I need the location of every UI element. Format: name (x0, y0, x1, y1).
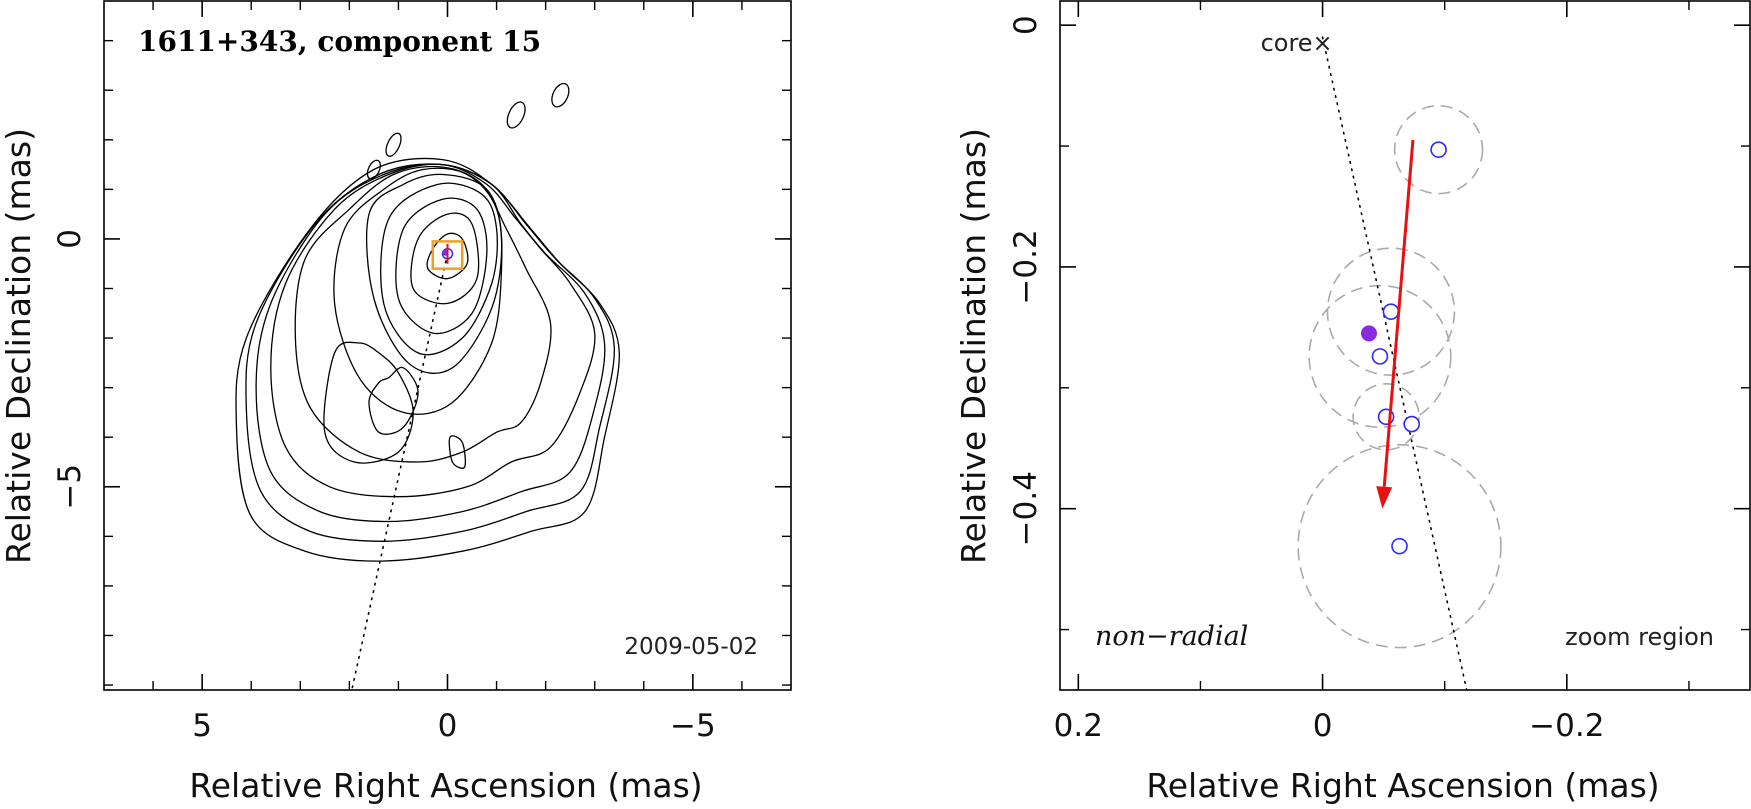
uncertainty-circle (1297, 443, 1502, 649)
zoom-panel: × core 0.2 0 −0.2 0 −0.2 −0.4 non−radial zoom… (954, 0, 1751, 805)
uncertainty-circle (1393, 104, 1484, 195)
x-tick-label: 0 (438, 708, 458, 744)
contour-island (366, 159, 381, 180)
contour-line (368, 366, 419, 435)
core-direction-line (1321, 36, 1468, 691)
velocity-arrow (1376, 139, 1415, 509)
current-epoch-point (1360, 325, 1377, 342)
x-axis-label: Relative Right Ascension (mas) (189, 766, 702, 805)
contour-line (366, 173, 503, 374)
jet-direction-line (351, 252, 449, 691)
x-tick-label: 0.2 (1054, 708, 1103, 744)
contour-line (235, 157, 620, 562)
contour-line (294, 165, 552, 463)
contour-islands (366, 82, 570, 180)
plot-frame (1059, 0, 1751, 691)
x-tick-label: 5 (192, 708, 212, 744)
contour-line (448, 435, 466, 469)
velocity-arrow-shaft (1382, 139, 1415, 487)
uncertainty-circles (1297, 104, 1502, 649)
x-axis-label: Relative Right Ascension (mas) (1146, 766, 1659, 805)
uncertainty-circle (1308, 284, 1452, 429)
contour-island (506, 101, 526, 129)
motion-type-label: non−radial (1095, 621, 1248, 652)
y-axis-label: Relative Declination (mas) (0, 128, 38, 564)
x-tick-label: −5 (670, 708, 716, 744)
contour-map-panel: 5 0 −5 0 −5 1611+343, component 15 2009-05-0… (0, 0, 792, 805)
contour-line (426, 232, 469, 280)
plot-frame (103, 0, 792, 691)
contour-line (245, 163, 615, 542)
contour-island (385, 132, 402, 157)
epoch-date: 2009-05-02 (624, 634, 758, 660)
component-position-point (1382, 303, 1400, 320)
chart-title: 1611+343, component 15 (138, 25, 541, 58)
velocity-arrow-head (1376, 486, 1393, 509)
x-tick-label: 0 (1313, 708, 1333, 744)
contour-island (551, 82, 570, 108)
contour-line (395, 197, 488, 335)
y-axis-label: Relative Declination (mas) (954, 128, 993, 564)
axis-ticks: 0.2 0 −0.2 0 −0.2 −0.4 (1008, 1, 1750, 744)
y-tick-label: −5 (52, 464, 88, 510)
y-tick-label: 0 (52, 229, 88, 249)
component-position-point (1391, 537, 1408, 555)
x-tick-label: −0.2 (1529, 708, 1604, 744)
y-tick-label: −0.4 (1008, 471, 1044, 546)
y-tick-label: 0 (1008, 15, 1044, 35)
zoom-region-label: zoom region (1565, 623, 1714, 651)
axis-ticks: 5 0 −5 0 −5 (52, 1, 791, 744)
component-position-point (1371, 348, 1389, 365)
contour-lines (235, 157, 620, 562)
zoom-region-box (431, 240, 464, 270)
core-marker (441, 243, 454, 264)
y-tick-label: −0.2 (1008, 229, 1044, 304)
contour-line (323, 341, 414, 464)
core-cross-icon: × (1313, 29, 1333, 57)
contour-line (333, 167, 503, 415)
contour-line (380, 182, 498, 356)
component-position-point (1430, 141, 1447, 158)
contour-line (410, 212, 480, 305)
component-position-point (1403, 415, 1421, 433)
core-label: core (1261, 29, 1313, 57)
contour-line (270, 163, 596, 498)
contour-line (255, 163, 606, 523)
uncertainty-circle (1326, 247, 1456, 376)
uncertainty-circle (1352, 383, 1420, 451)
